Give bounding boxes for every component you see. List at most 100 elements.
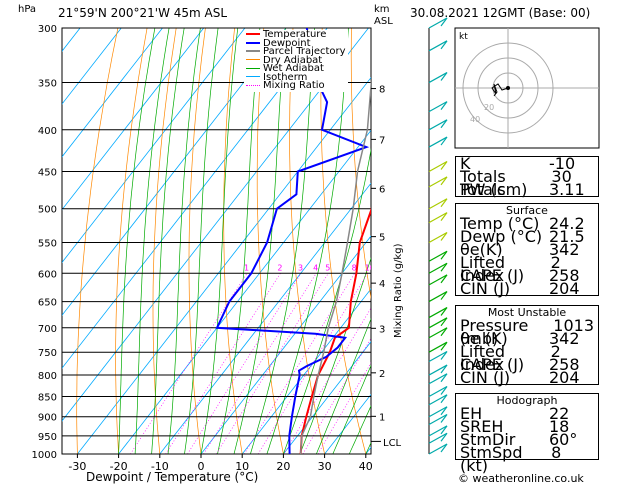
dry-adiabat-line <box>289 28 325 454</box>
wind-barb <box>428 317 448 329</box>
mixing-ratio-label: 10 <box>365 263 375 272</box>
header-asl: ASL <box>374 16 393 27</box>
wind-barb <box>428 176 448 188</box>
isotherm-line <box>62 28 163 158</box>
wind-barb-flag <box>440 373 448 383</box>
mixing-ratio-label: 5 <box>325 263 330 272</box>
hodograph-unit-label: kt <box>459 32 468 42</box>
pressure-tick-label: 1000 <box>32 450 57 461</box>
pressure-tick-label: 950 <box>38 432 57 443</box>
pressure-tick-label: 500 <box>38 205 57 216</box>
wind-barb-flag <box>440 406 448 416</box>
wind-barb <box>428 198 448 210</box>
wet-adiabat-line <box>266 28 349 454</box>
hodograph-trace <box>491 83 509 97</box>
wind-barb-flag <box>440 176 448 186</box>
wet-adiabat-line <box>134 28 170 454</box>
km-tick-label: 5 <box>379 233 385 244</box>
x-tick-label: -10 <box>151 460 169 473</box>
wet-adiabat-line <box>184 28 219 454</box>
surface-row: θe(K) 342 <box>460 240 580 259</box>
isotherm-line <box>283 341 371 454</box>
unstable-row: θe (K) 342 <box>460 329 580 348</box>
lcl-label: LCL <box>383 438 402 449</box>
header-hpa: hPa <box>18 4 37 15</box>
wind-barb-flag <box>440 262 448 272</box>
legend: Temperature Dewpoint Parcel Trajectory D… <box>244 30 348 92</box>
x-tick-label: 40 <box>359 460 373 473</box>
km-tick-label: 3 <box>379 324 385 335</box>
pressure-tick-label: 650 <box>38 298 57 309</box>
wind-barb-flag <box>440 40 448 50</box>
mixing-ratio-label: Mixing Ratio (g/kg) <box>393 243 404 338</box>
wind-barb <box>428 443 448 455</box>
unstable-box: Most Unstable Pressure (mb) 1013 θe (K) 34… <box>455 305 599 387</box>
pressure-tick-label: 300 <box>38 24 57 35</box>
legend-item: Dry Adiabat <box>246 55 346 65</box>
pressure-tick-label: 550 <box>38 238 57 249</box>
wet-adiabat-line <box>332 364 371 454</box>
wind-barb <box>428 350 448 363</box>
isotherm-line <box>200 235 371 454</box>
mixing-ratio-label: 4 <box>313 263 318 272</box>
index-row: K -10 <box>460 154 576 173</box>
wind-barb <box>428 307 448 319</box>
dry-adiabat-line <box>614 28 629 454</box>
wet-adiabat-line <box>250 28 315 454</box>
isotherm-line <box>62 28 122 105</box>
wind-barb <box>428 119 448 131</box>
surface-row: CIN (J) 204 <box>460 279 580 298</box>
legend-item: Wet Adiabat <box>246 64 346 74</box>
wet-adiabat-line <box>200 28 239 454</box>
wind-barb-flag <box>440 317 448 327</box>
header-datetime: 30.08.2021 12GMT (Base: 00) <box>410 6 591 20</box>
mixing-ratio-label: 2 <box>277 263 282 272</box>
legend-swatch <box>246 67 260 69</box>
wind-barb-flag <box>440 425 448 435</box>
hodograph-row: EH 22 <box>460 404 570 423</box>
km-tick-label: 4 <box>379 279 385 290</box>
wind-barb <box>428 373 448 385</box>
wind-barb-flag <box>440 307 448 316</box>
hodograph-row: StmSpd (kt) 8 <box>460 443 562 475</box>
km-tick-label: 6 <box>379 184 385 195</box>
wind-barb-flag <box>440 414 448 423</box>
wind-barb-flag <box>440 101 448 111</box>
wind-barb <box>428 72 448 84</box>
wind-barb <box>428 406 448 418</box>
legend-swatch <box>246 41 260 44</box>
hodograph-row: StmDir 60° <box>460 430 578 449</box>
km-tick-label: 1 <box>379 412 385 423</box>
surface-row: CAPE (J) 258 <box>460 266 580 285</box>
hodograph-title: Hodograph <box>496 394 558 407</box>
km-tick-label: 7 <box>379 135 385 146</box>
wind-barb-flag <box>440 119 448 129</box>
pressure-tick-label: 900 <box>38 413 57 424</box>
wet-adiabat-line <box>316 317 371 454</box>
header-location: 21°59'N 200°21'W 45m ASL <box>58 6 228 20</box>
wind-barb <box>428 432 448 444</box>
wind-barb <box>428 425 448 437</box>
wind-barb-flag <box>440 161 448 170</box>
isotherm-line <box>62 28 204 211</box>
wet-adiabat-line <box>151 28 185 454</box>
pressure-tick-label: 850 <box>38 392 57 403</box>
index-row: Totals Totals 30 <box>460 167 572 199</box>
surface-row: Dewp (°C) 21.5 <box>460 227 585 246</box>
wind-barb-flag <box>440 443 448 453</box>
pressure-tick-label: 450 <box>38 167 57 178</box>
pressure-tick-label: 800 <box>38 371 57 382</box>
isotherm-line <box>62 28 246 264</box>
wind-barb-flag <box>440 291 448 300</box>
legend-swatch <box>246 59 260 60</box>
wind-barb-flag <box>440 212 448 221</box>
legend-swatch <box>246 50 260 52</box>
mixing-ratio-label: 25 <box>421 263 431 272</box>
unstable-row: CIN (J) 204 <box>460 368 580 387</box>
legend-swatch <box>246 76 260 77</box>
mixing-ratio-label: 1 <box>244 263 249 272</box>
legend-item: Mixing Ratio <box>246 81 346 91</box>
x-tick-label: 0 <box>198 460 205 473</box>
mixing-ratio-label: 20 <box>407 263 417 272</box>
